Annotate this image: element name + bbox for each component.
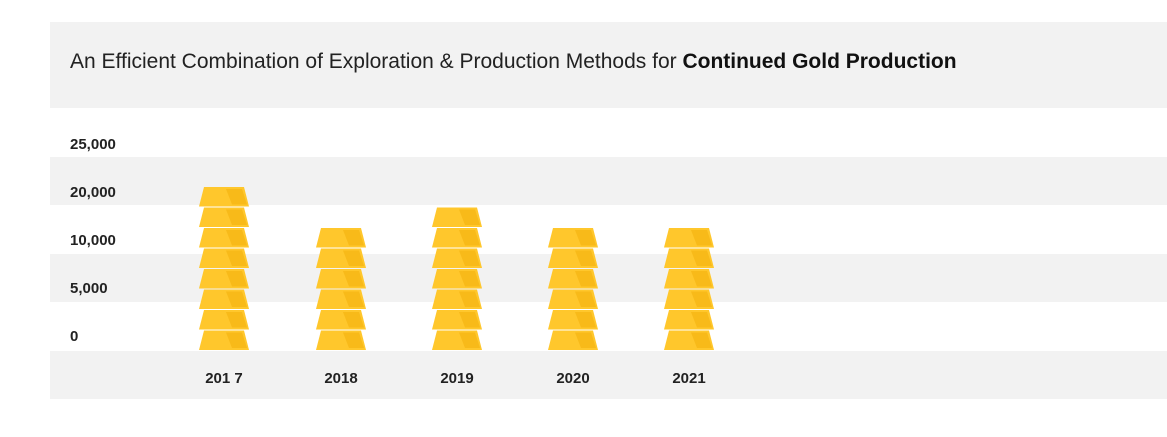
bar-column-4 (664, 228, 714, 350)
y-tick-label: 20,000 (70, 184, 116, 201)
gold-bar-shade (575, 332, 596, 348)
chart-title: An Efficient Combination of Exploration … (70, 50, 957, 74)
gold-bar-shade (226, 312, 247, 328)
gold-bar-shade (575, 291, 596, 307)
title-band: An Efficient Combination of Exploration … (50, 22, 1167, 108)
x-tick-label: 201 7 (205, 370, 243, 387)
gold-bar-shade (691, 271, 712, 287)
gold-bar-shade (226, 250, 247, 266)
gold-bar-shade (343, 312, 364, 328)
gold-bar-shade (459, 209, 480, 225)
gold-bar-shade (459, 230, 480, 246)
gold-bar-shade (343, 271, 364, 287)
gold-bar-shade (226, 271, 247, 287)
gold-bar-shade (459, 291, 480, 307)
y-tick-label: 10,000 (70, 232, 116, 249)
gold-bar-shade (691, 312, 712, 328)
gold-bar-shade (691, 230, 712, 246)
gold-bar-shade (459, 332, 480, 348)
gold-bar-shade (691, 332, 712, 348)
gold-bar-shade (459, 312, 480, 328)
gold-bar-shade (343, 291, 364, 307)
gold-bar-shade (575, 312, 596, 328)
bar-column-0 (199, 187, 249, 350)
gold-bar-shade (343, 332, 364, 348)
gold-bar-shade (691, 291, 712, 307)
gold-bar-shade (226, 189, 247, 205)
gold-bar-shade (226, 209, 247, 225)
x-tick-label: 2021 (672, 370, 705, 387)
y-tick-label: 25,000 (70, 136, 116, 153)
chart-title-prefix: An Efficient Combination of Exploration … (70, 50, 683, 73)
x-tick-label: 2019 (440, 370, 473, 387)
gold-bar-shade (691, 250, 712, 266)
gold-bar-shade (226, 291, 247, 307)
gold-bar-shade (226, 332, 247, 348)
gold-bar-shade (343, 250, 364, 266)
gold-bar-shade (575, 250, 596, 266)
gold-bar-shade (575, 230, 596, 246)
x-tick-label: 2018 (324, 370, 357, 387)
y-tick-label: 5,000 (70, 280, 108, 297)
x-tick-label: 2020 (556, 370, 589, 387)
gold-bar-shade (343, 230, 364, 246)
bar-column-1 (316, 228, 366, 350)
bar-column-3 (548, 228, 598, 350)
chart-title-bold: Continued Gold Production (682, 50, 957, 73)
gold-bar-shade (575, 271, 596, 287)
gold-bar-shade (226, 230, 247, 246)
gold-bar-shade (459, 250, 480, 266)
grid-band (50, 351, 1167, 399)
gold-bar-shade (459, 271, 480, 287)
y-tick-label: 0 (70, 328, 79, 345)
bar-column-2 (432, 207, 482, 350)
